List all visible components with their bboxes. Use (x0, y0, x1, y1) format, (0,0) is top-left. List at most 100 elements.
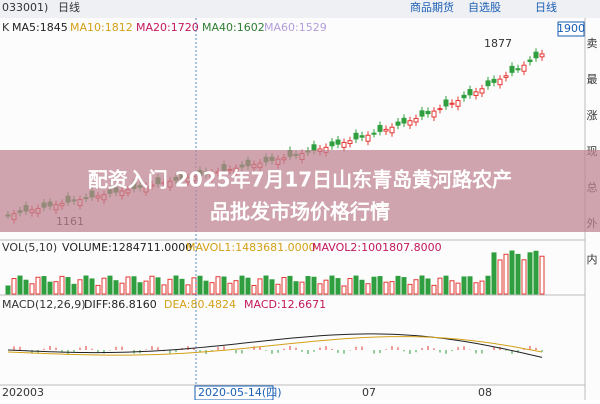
menu[interactable]: 日线 (535, 0, 557, 14)
candle (461, 94, 467, 99)
candle (509, 65, 515, 73)
vol-bar (539, 255, 545, 295)
candle (347, 140, 353, 145)
code: 033001) (2, 1, 48, 14)
candle (485, 80, 491, 87)
vol-bar (197, 275, 203, 295)
vol-bar (203, 280, 209, 295)
banner-title: 配资入门 2025年7月17日山东青岛黄河路农产 (88, 168, 512, 192)
vol-bar (263, 275, 269, 295)
vol-bar (269, 279, 275, 295)
vol-bar (317, 283, 323, 295)
vol-bar (131, 276, 137, 295)
candle (479, 88, 485, 94)
vol-bar (467, 276, 473, 295)
vol-bar (29, 283, 35, 295)
high-label: 1877 (484, 37, 512, 50)
vol-bar (227, 282, 233, 295)
vol-bar (11, 278, 17, 295)
banner (0, 150, 600, 232)
vol-bar (77, 279, 83, 295)
candle (377, 124, 383, 132)
vol-bar (527, 252, 533, 295)
vol-bar (53, 281, 59, 295)
vol-bar (371, 276, 377, 295)
candle (365, 134, 371, 142)
macd-label: MACD(12,26,9) (2, 298, 86, 311)
candle (335, 139, 341, 145)
vol-label: MAVOL1:1483681.0000 (186, 241, 316, 254)
vol-bar (299, 281, 305, 295)
vol-bar (233, 280, 239, 295)
candle (431, 110, 437, 118)
ma: MA20:1720 (136, 21, 199, 34)
banner-title: 品批发市场价格行情 (210, 200, 390, 224)
x-label: 202003 (2, 386, 44, 399)
side-text: 卖 (587, 37, 598, 50)
vol-bar (167, 278, 173, 295)
candle (521, 64, 527, 72)
ma: MA5:1845 (12, 21, 68, 34)
macd-label: DIFF:86.8160 (84, 298, 157, 311)
vol-bar (239, 275, 245, 295)
vol-bar (119, 282, 125, 295)
vol-bar (521, 259, 527, 295)
vol-bar (125, 276, 131, 295)
vol-label: VOLUME:1284711.0000 (62, 241, 192, 254)
ma: MA60:1529 (264, 21, 327, 34)
candle (539, 53, 545, 58)
vol-bar (383, 281, 389, 295)
vol-bar (347, 278, 353, 295)
vol-bar (143, 280, 149, 295)
vol-bar (101, 277, 107, 295)
vol-bar (377, 276, 383, 295)
vol-bar (407, 283, 413, 295)
candle (467, 89, 473, 96)
vol-bar (503, 253, 509, 295)
vol-bar (35, 276, 41, 295)
side-text: 内 (587, 252, 598, 266)
menu[interactable]: 自选股 (468, 1, 501, 14)
candle (389, 126, 395, 134)
candle (515, 68, 521, 71)
vol-bar (389, 281, 395, 295)
vol-bar (191, 277, 197, 295)
side-text: 涨 (587, 109, 598, 122)
vol-bar (335, 278, 341, 295)
price-box (557, 21, 585, 37)
vol-bar (533, 250, 539, 295)
candle (419, 110, 425, 117)
k: K (2, 21, 10, 34)
vol-bar (479, 280, 485, 295)
dea-line (7, 336, 543, 356)
candle (401, 117, 407, 124)
candle (383, 128, 389, 132)
vol-bar (353, 275, 359, 295)
vol-bar (275, 283, 281, 295)
diff-line (7, 333, 543, 358)
side-text: 最 (587, 73, 598, 86)
candle (395, 121, 401, 126)
vol-label: VOL(5,10) (2, 241, 57, 254)
candle (533, 51, 539, 59)
vol-bar (293, 281, 299, 295)
candle (407, 120, 413, 126)
vol-bar (449, 280, 455, 295)
vol-bar (179, 278, 185, 295)
menu[interactable]: 商品期货 (410, 0, 454, 14)
vol-bar (65, 277, 71, 295)
vol-bar (413, 279, 419, 295)
candle (341, 141, 347, 148)
vol-label: MAVOL2:1001807.8000 (312, 241, 442, 254)
vol-bar (41, 276, 47, 295)
vol-bar (485, 275, 491, 295)
vol-bar (209, 282, 215, 295)
vol-bar (113, 280, 119, 295)
vol-bar (461, 276, 467, 295)
price-box-text: 1900 (557, 22, 585, 35)
macd-label: DEA:80.4824 (164, 298, 236, 311)
vol-bar (311, 276, 317, 295)
candle (491, 78, 497, 83)
